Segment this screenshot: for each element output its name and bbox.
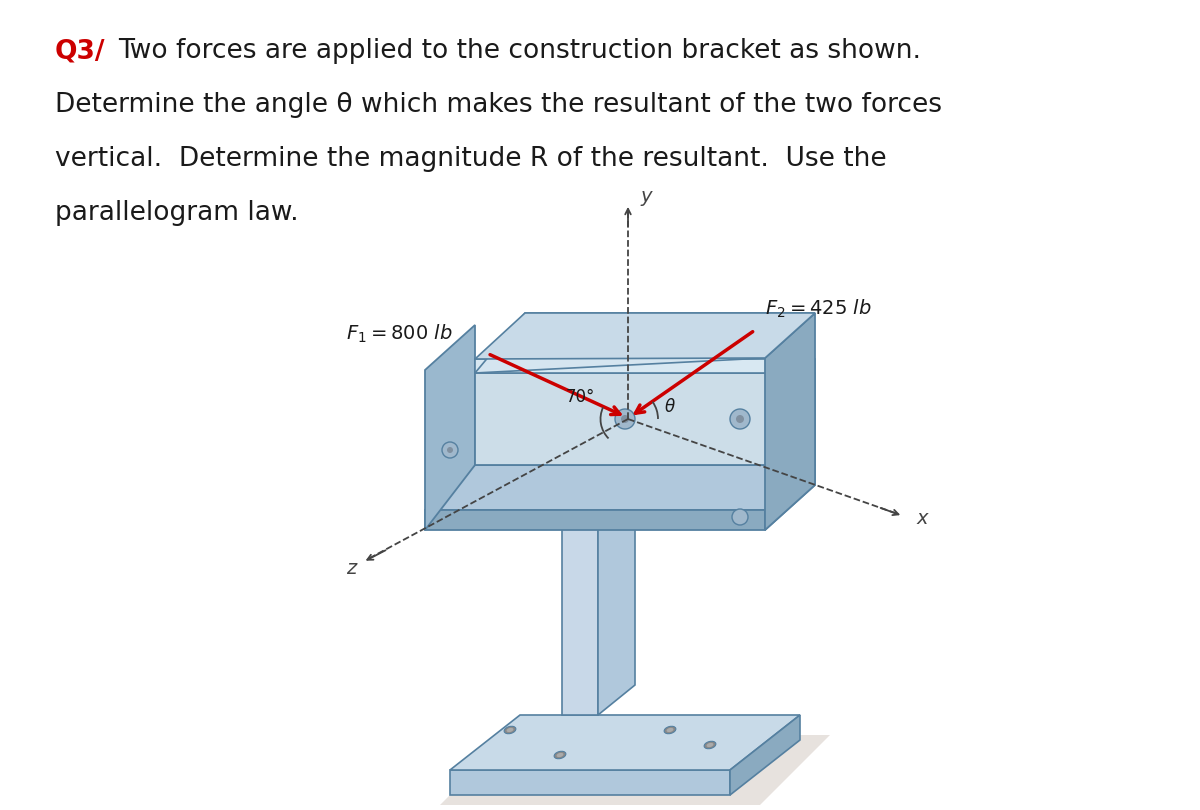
Polygon shape — [766, 465, 815, 530]
Ellipse shape — [704, 741, 716, 748]
Text: Determine the angle θ which makes the resultant of the two forces: Determine the angle θ which makes the re… — [55, 92, 942, 118]
Polygon shape — [425, 510, 766, 530]
Polygon shape — [450, 715, 800, 770]
Ellipse shape — [557, 752, 564, 757]
Polygon shape — [425, 465, 815, 510]
Ellipse shape — [554, 752, 566, 759]
Ellipse shape — [666, 728, 673, 732]
Polygon shape — [562, 480, 635, 510]
Circle shape — [622, 415, 629, 423]
Polygon shape — [440, 735, 830, 805]
Text: z: z — [346, 560, 356, 578]
Text: 70°: 70° — [565, 388, 595, 406]
Polygon shape — [450, 770, 730, 795]
Ellipse shape — [664, 727, 676, 734]
Polygon shape — [475, 373, 815, 465]
Circle shape — [732, 509, 748, 525]
Ellipse shape — [707, 743, 714, 747]
Polygon shape — [425, 325, 475, 530]
Text: y: y — [640, 187, 652, 207]
Polygon shape — [730, 715, 800, 795]
Polygon shape — [598, 480, 635, 715]
Polygon shape — [475, 359, 815, 373]
Text: parallelogram law.: parallelogram law. — [55, 200, 299, 226]
Polygon shape — [475, 313, 815, 359]
Text: vertical.  Determine the magnitude R of the resultant.  Use the: vertical. Determine the magnitude R of t… — [55, 146, 887, 172]
Text: $F_1 = 800$ lb: $F_1 = 800$ lb — [346, 323, 452, 346]
Circle shape — [442, 442, 458, 458]
Text: $F_2 = 425$ lb: $F_2 = 425$ lb — [764, 298, 871, 320]
Circle shape — [730, 409, 750, 429]
Text: x: x — [916, 509, 928, 528]
Polygon shape — [475, 373, 815, 465]
Text: Q3/: Q3/ — [55, 38, 106, 64]
Polygon shape — [475, 313, 815, 373]
Text: θ: θ — [665, 398, 676, 416]
Polygon shape — [766, 313, 815, 530]
Text: Two forces are applied to the construction bracket as shown.: Two forces are applied to the constructi… — [118, 38, 922, 64]
Circle shape — [736, 415, 744, 423]
Ellipse shape — [504, 727, 516, 734]
Circle shape — [616, 409, 635, 429]
Circle shape — [446, 447, 454, 453]
Polygon shape — [562, 510, 598, 715]
Ellipse shape — [506, 728, 514, 732]
